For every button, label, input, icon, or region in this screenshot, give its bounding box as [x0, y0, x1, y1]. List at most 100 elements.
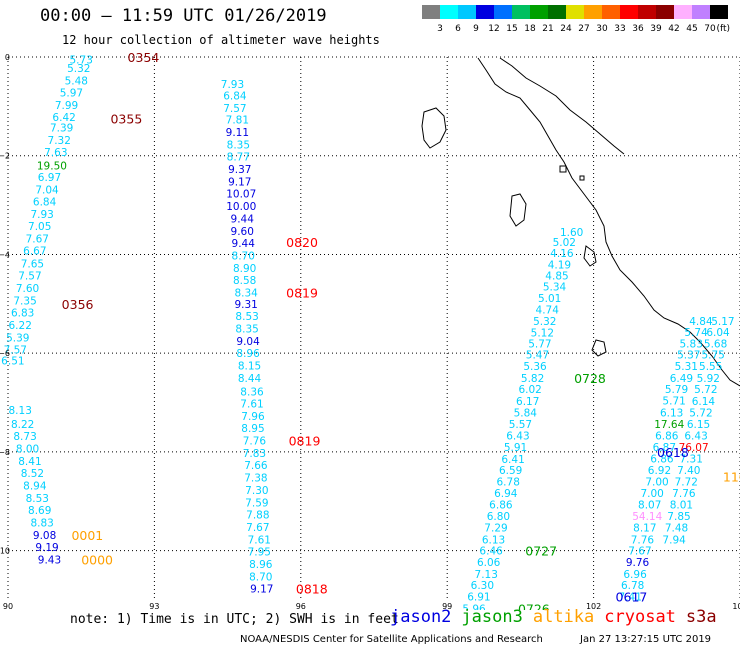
wave-height-value: 8.96	[236, 348, 260, 360]
wave-height-value: 6.91	[467, 592, 490, 604]
legend-label: 9	[473, 24, 479, 34]
wave-height-value: 7.30	[245, 485, 268, 497]
satellite-jason2: jason2	[390, 607, 452, 627]
wave-height-value: 6.78	[621, 580, 644, 592]
wave-height-value: 8.44	[238, 373, 262, 385]
wave-height-value: 7.29	[484, 522, 507, 534]
wave-height-value: 7.31	[680, 453, 703, 465]
time-label: 0001	[71, 528, 103, 543]
coastline-sumatra-west	[477, 57, 740, 387]
wave-height-value: 5.34	[543, 282, 567, 294]
wave-height-value: 5.48	[65, 76, 88, 88]
footer-note: note: 1) Time is in UTC; 2) SWH is in fe…	[70, 612, 399, 627]
wave-height-value: 4.16	[550, 248, 574, 260]
wave-height-value: 6.80	[487, 511, 510, 523]
wave-height-value: 7.32	[48, 135, 71, 147]
legend-swatch	[620, 5, 638, 19]
wave-height-value: 5.57	[509, 419, 532, 431]
island-siberut	[583, 245, 597, 267]
footer-timestamp: Jan 27 13:27:15 UTC 2019	[580, 634, 712, 645]
wave-height-value: 7.39	[50, 123, 73, 135]
time-label: 0354	[128, 50, 160, 65]
wave-height-value: 7.94	[662, 534, 686, 546]
wave-height-value: 5.71	[662, 396, 685, 408]
wave-height-value: 7.96	[241, 411, 265, 423]
y-tick-label: −10	[0, 547, 10, 556]
time-label: 0618	[657, 445, 689, 460]
legend-swatch	[422, 5, 440, 19]
wave-height-value: 6.51	[1, 356, 24, 368]
wave-height-value: 8.35	[227, 139, 250, 151]
wave-height-value: 1.60	[560, 227, 583, 239]
wave-height-value: 8.73	[13, 431, 36, 443]
wave-height-value: 8.34	[234, 287, 258, 299]
wave-height-value: 6.67	[23, 246, 46, 258]
wave-height-value: 7.48	[665, 522, 688, 534]
track-a: 5.735.325.485.977.996.427.397.327.63 19.5…	[1, 54, 93, 367]
wave-height-value: 7.05	[28, 221, 51, 233]
wave-height-value: 7.72	[675, 477, 698, 489]
wave-height-value: 19.50	[37, 161, 67, 173]
satellite-legend: jason2 jason3 altika cryosat s3a	[390, 607, 727, 627]
wave-height-value: 8.36	[240, 387, 264, 399]
wave-height-value: 5.82	[521, 373, 544, 385]
wave-height-value: 7.76	[631, 534, 655, 546]
legend-swatch	[602, 5, 620, 19]
wave-height-value: 7.76	[672, 488, 696, 500]
wave-height-value: 7.00	[645, 477, 668, 489]
coastline	[421, 57, 740, 387]
legend-swatch	[476, 5, 494, 19]
time-label: 0356	[62, 297, 94, 312]
island-islet-1	[559, 165, 567, 173]
track-c: 7.936.847.577.819.118.358.779.379.1710.0…	[221, 79, 262, 385]
legend-swatch	[458, 5, 476, 19]
wave-height-value: 6.22	[9, 320, 32, 332]
time-label: 0728	[574, 371, 606, 386]
wave-height-value: 8.07	[638, 500, 661, 512]
wave-height-value: 5.79	[665, 384, 688, 396]
wave-height-value: 8.13	[9, 405, 32, 417]
legend-swatch	[710, 5, 728, 19]
wave-height-value: 9.08	[33, 530, 56, 542]
wave-height-value: 7.61	[248, 534, 271, 546]
wave-height-value: 5.72	[689, 407, 712, 419]
island-islet-2	[579, 175, 585, 181]
wave-height-value: 7.93	[30, 209, 53, 221]
wave-height-value: 7.67	[26, 234, 49, 246]
wave-height-value: 6.02	[518, 384, 541, 396]
wave-height-value: 6.92	[648, 465, 671, 477]
satellite-altika: altika	[532, 607, 595, 627]
wave-height-value: 6.96	[623, 569, 647, 581]
wave-height-value: 7.40	[677, 465, 700, 477]
wave-height-value: 8.95	[241, 423, 264, 435]
wave-height-value: 8.96	[249, 559, 273, 571]
wave-height-value: 8.35	[235, 324, 258, 336]
wave-height-value: 6.46	[479, 546, 503, 558]
x-tick-label: 96	[296, 602, 306, 610]
legend-swatch	[512, 5, 530, 19]
wave-height-value: 6.83	[11, 308, 34, 320]
legend-label: 33	[614, 24, 625, 34]
time-label: 1100	[723, 470, 740, 485]
wave-height-value: 8.41	[18, 456, 41, 468]
wave-height-value: 5.91	[504, 442, 527, 454]
color-scale-legend: 3 6 9 12 15 18 21 24 27 30 33 36 39 42 45 70 (ft)	[422, 5, 730, 34]
legend-swatch	[638, 5, 656, 19]
wave-height-value: 7.76	[243, 436, 267, 448]
time-labels: 0354 0355 0356 0001 0000 0820 0819 0819 0818 0728…	[62, 50, 740, 610]
coastline-sumatra-east	[499, 57, 625, 155]
wave-height-value: 8.53	[235, 311, 258, 323]
wave-height-value: 7.66	[244, 460, 268, 472]
wave-height-value: 8.53	[26, 493, 49, 505]
wave-height-value: 8.00	[16, 443, 39, 455]
wave-height-value: 9.11	[226, 127, 249, 139]
legend-label: 3	[437, 24, 443, 34]
wave-height-value: 9.76	[626, 557, 650, 569]
legend-swatch	[692, 5, 710, 19]
wave-height-value: 9.31	[234, 299, 257, 311]
wave-height-value: 8.69	[28, 505, 51, 517]
island-nias	[509, 193, 527, 227]
wave-height-value: 9.17	[228, 176, 251, 188]
wave-height-value: 8.15	[238, 361, 261, 373]
legend-swatch	[548, 5, 566, 19]
